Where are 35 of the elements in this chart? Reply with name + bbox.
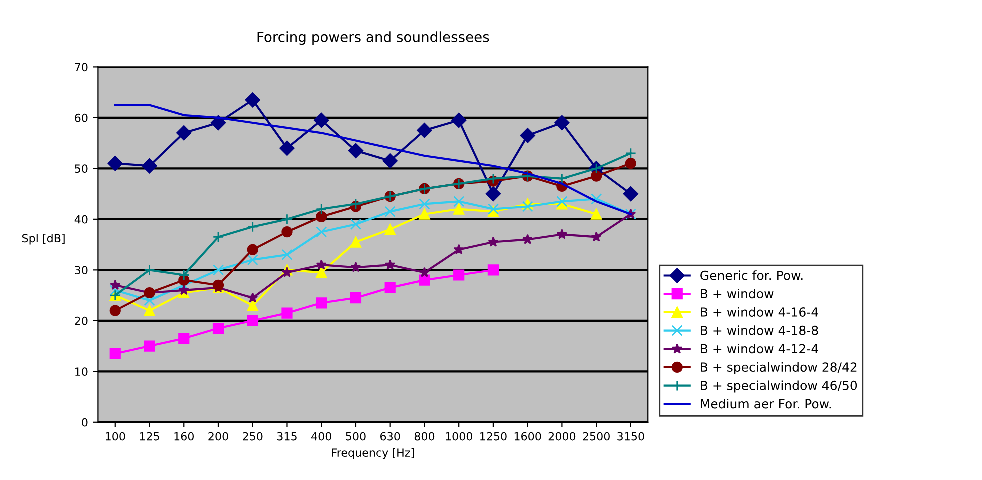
x-tick-label: 125	[140, 432, 160, 441]
x-tick-label: 1000	[446, 432, 472, 441]
legend-label: B + specialwindow 46/50	[701, 380, 858, 393]
x-tick-label: 630	[380, 432, 400, 441]
y-tick-label: 50	[75, 164, 88, 174]
chart-title: Forcing powers and soundlessees	[258, 32, 490, 46]
y-tick-label: 70	[75, 63, 88, 72]
legend-label: B + window 4-16-4	[701, 307, 818, 317]
legend-label: B + window 4-12-4	[701, 344, 818, 354]
x-tick-label: 160	[174, 432, 194, 441]
x-tick-label: 400	[312, 432, 332, 441]
legend-label: B + specialwindow 28/42	[701, 362, 857, 374]
x-tick-label: 3150	[618, 432, 644, 441]
y-tick-label: 0	[82, 418, 88, 427]
x-tick-label: 2000	[548, 432, 576, 441]
x-tick-label: 1600	[514, 432, 542, 441]
legend-label: B + window	[701, 288, 774, 299]
y-tick-label: 20	[75, 316, 88, 326]
y-tick-label: 10	[76, 368, 88, 376]
x-axis-title: Frequency [Hz]	[332, 448, 414, 460]
y-tick-label: 30	[75, 266, 88, 275]
x-tick-label: 315	[277, 432, 297, 441]
y-axis-title: Spl [dB]	[22, 234, 65, 245]
x-tick-label: 2500	[583, 432, 610, 441]
x-tick-label: 1250	[480, 432, 507, 441]
legend-label: Generic for. Pow.	[700, 270, 803, 280]
y-tick-label: 40	[74, 215, 88, 224]
x-tick-label: 100	[106, 432, 126, 441]
x-tick-label: 800	[414, 432, 435, 441]
legend-label: B + window 4-18-8	[701, 326, 818, 336]
x-tick-label: 250	[243, 432, 263, 441]
x-tick-label: 200	[208, 432, 228, 441]
y-tick-label: 60	[75, 114, 88, 122]
legend-label: Medium aer For. Pow.	[701, 399, 832, 409]
x-tick-label: 500	[346, 432, 366, 441]
